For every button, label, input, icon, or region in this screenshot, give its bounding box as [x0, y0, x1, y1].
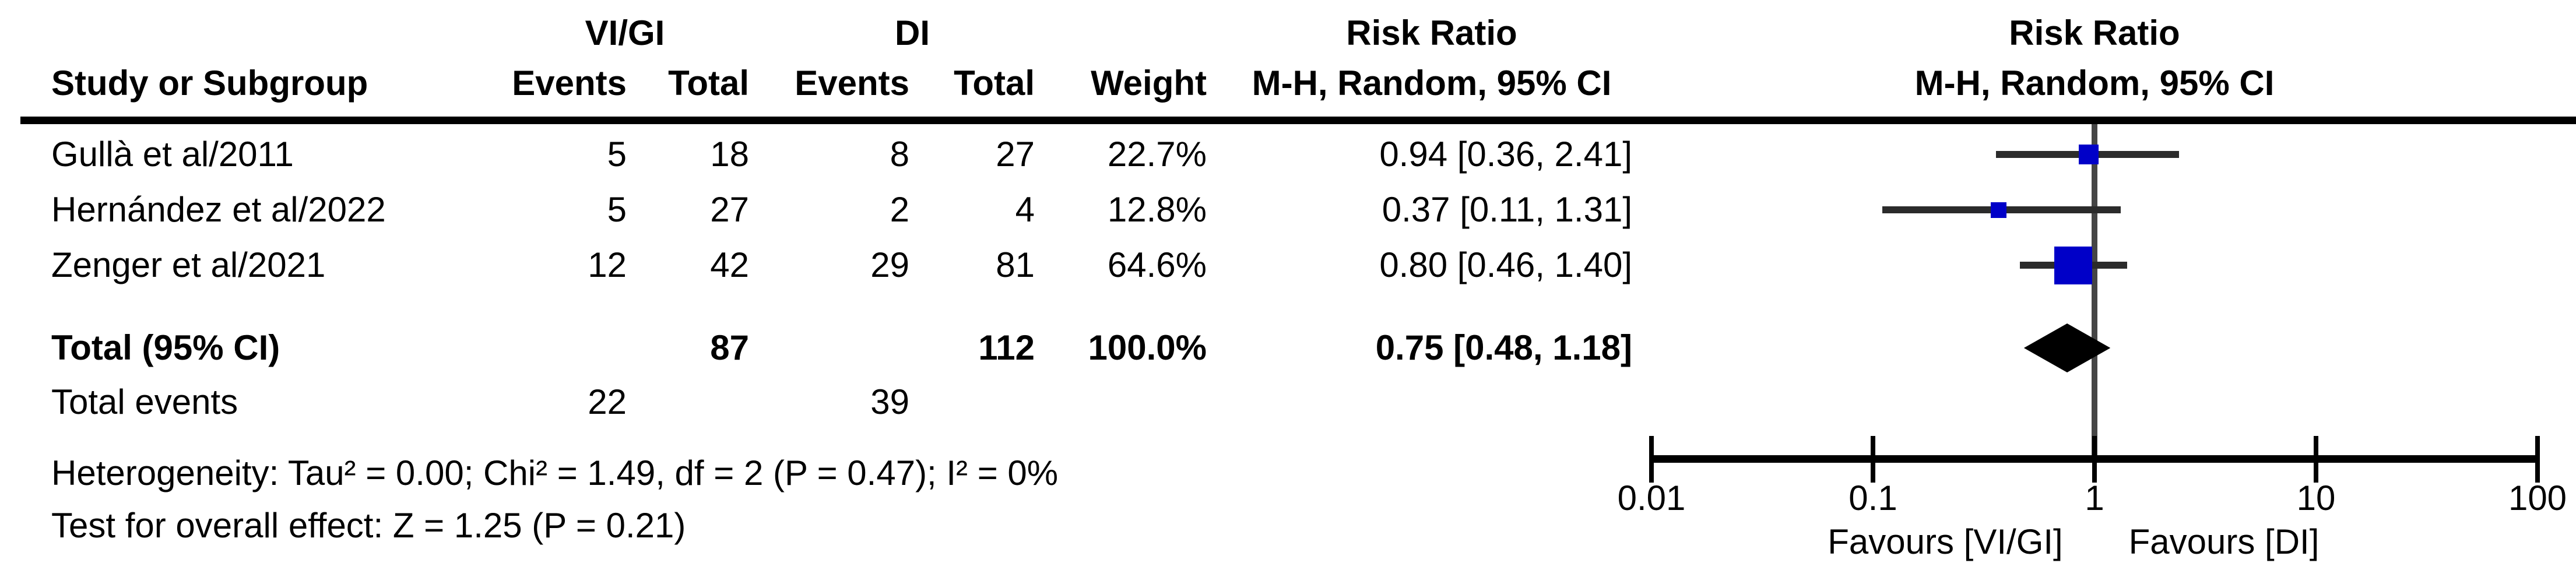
pooled-effect-diamond	[2023, 323, 2111, 372]
total-events2-cell: 39	[870, 382, 909, 421]
effect-size-square-marker	[2078, 145, 2099, 164]
favours-right-label: Favours [DI]	[2128, 522, 2320, 561]
risk-ratio-header-plot-column: Risk Ratio	[2009, 13, 2180, 52]
total2-sum-cell: 112	[978, 328, 1035, 367]
mh-random-ci-header-plot-column: M-H, Random, 95% CI	[1914, 64, 2275, 103]
events1-cell: 5	[607, 135, 627, 174]
total1-sum-cell: 87	[710, 328, 749, 367]
total1-header: Total	[668, 64, 749, 103]
events2-cell: 8	[890, 135, 909, 174]
total2-cell: 4	[1015, 190, 1035, 229]
risk-ratio-ci-cell: 0.37 [0.11, 1.31]	[1382, 190, 1632, 229]
x-axis-tick	[2535, 436, 2540, 483]
events2-header: Events	[795, 64, 909, 103]
weight-header: Weight	[1091, 64, 1207, 103]
x-axis-tick-label: 100	[2508, 479, 2567, 518]
total2-header: Total	[954, 64, 1035, 103]
events2-cell: 2	[890, 190, 909, 229]
x-axis-tick	[2092, 436, 2097, 483]
total-events1-cell: 22	[588, 382, 627, 421]
overall-effect-test-text: Test for overall effect: Z = 1.25 (P = 0…	[51, 506, 686, 545]
weight-cell: 22.7%	[1107, 135, 1207, 174]
weight-sum-cell: 100.0%	[1088, 328, 1207, 367]
risk-ratio-ci-cell: 0.80 [0.46, 1.40]	[1379, 245, 1632, 284]
weight-cell: 64.6%	[1107, 245, 1207, 284]
heterogeneity-stats-text: Heterogeneity: Tau² = 0.00; Chi² = 1.49,…	[51, 453, 1059, 492]
effect-size-square-marker	[1991, 202, 2007, 218]
weight-cell: 12.8%	[1107, 190, 1207, 229]
x-axis-tick-label: 0.1	[1848, 479, 1897, 518]
effect-size-square-marker	[2054, 246, 2092, 284]
x-axis-tick	[1649, 436, 1654, 483]
risk-ratio-header-text-column: Risk Ratio	[1346, 13, 1517, 52]
total2-cell: 27	[996, 135, 1035, 174]
total2-cell: 81	[996, 245, 1035, 284]
x-axis-tick-label: 10	[2296, 479, 2336, 518]
total1-cell: 42	[710, 245, 749, 284]
column-group-header-vigl: VI/GI	[585, 13, 665, 52]
total1-cell: 27	[710, 190, 749, 229]
favours-left-label: Favours [VI/GI]	[1828, 522, 2063, 561]
study-label: Gullà et al/2011	[51, 135, 294, 174]
total1-cell: 18	[710, 135, 749, 174]
study-label: Zenger et al/2021	[51, 245, 326, 284]
study-subgroup-header: Study or Subgroup	[51, 64, 368, 103]
events2-cell: 29	[870, 245, 909, 284]
column-group-header-di: DI	[895, 13, 930, 52]
events1-cell: 5	[607, 190, 627, 229]
x-axis-tick	[2314, 436, 2318, 483]
mh-random-ci-header-text-column: M-H, Random, 95% CI	[1252, 64, 1612, 103]
null-effect-line	[2092, 124, 2097, 463]
header-divider-rule	[20, 117, 2576, 124]
total-row-label: Total (95% CI)	[51, 328, 280, 367]
events1-cell: 12	[588, 245, 627, 284]
x-axis-tick	[1871, 436, 1875, 483]
events1-header: Events	[512, 64, 627, 103]
x-axis-tick-label: 0.01	[1617, 479, 1686, 518]
risk-ratio-ci-cell: 0.94 [0.36, 2.41]	[1379, 135, 1632, 174]
total-events-row-label: Total events	[51, 382, 238, 421]
x-axis-tick-label: 1	[2085, 479, 2104, 518]
study-label: Hernández et al/2022	[51, 190, 386, 229]
pooled-risk-ratio-ci-cell: 0.75 [0.48, 1.18]	[1375, 328, 1632, 367]
